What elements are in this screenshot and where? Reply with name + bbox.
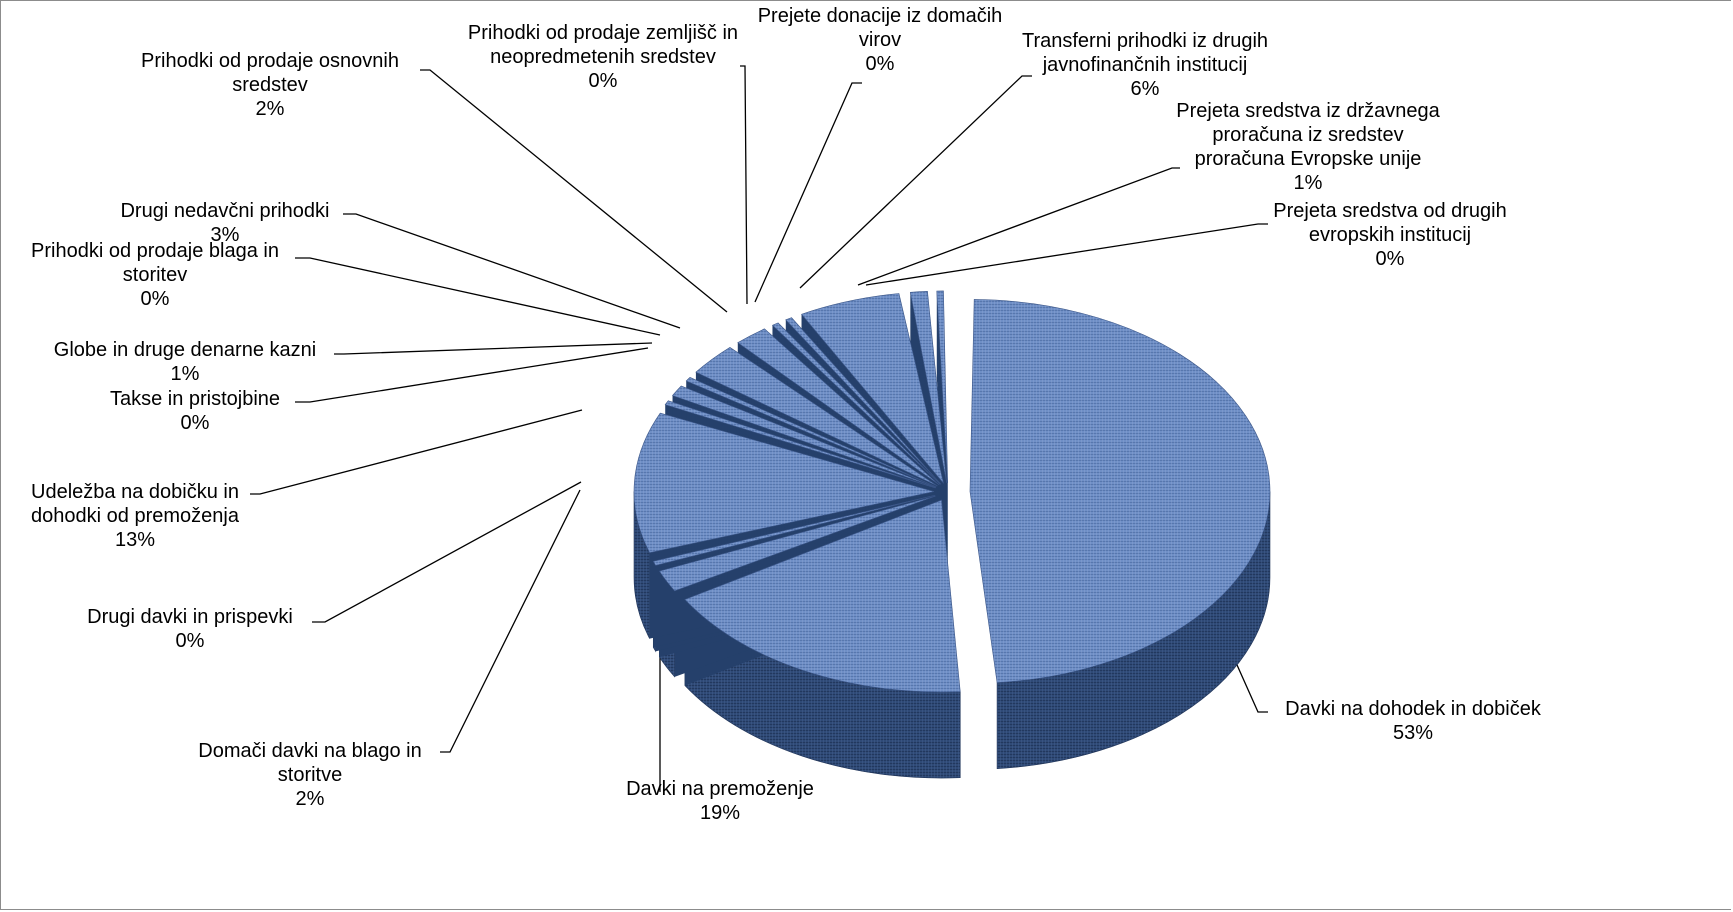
slice-label: Prihodki od prodaje zemljišč in neopredme… bbox=[468, 22, 738, 92]
pie-slice-4 bbox=[652, 494, 935, 566]
slice-label: Davki na premoženje 19% bbox=[626, 778, 814, 824]
leader-line bbox=[799, 75, 1032, 289]
pie-slice-13 bbox=[801, 293, 944, 484]
pie-slice-3 bbox=[658, 495, 936, 592]
pie-slice-14 bbox=[909, 291, 948, 483]
pie-slice-2 bbox=[684, 499, 961, 693]
pie-slice-6 bbox=[664, 400, 936, 489]
slice-label: Takse in pristojbine 0% bbox=[110, 388, 280, 434]
pie-slice-10 bbox=[737, 328, 940, 486]
pie-tops bbox=[633, 290, 1271, 693]
leader-lines bbox=[250, 65, 1268, 792]
slice-label: Udeležba na dobičku in dohodki od premože… bbox=[31, 481, 240, 551]
leader-line bbox=[250, 409, 583, 495]
leader-line bbox=[295, 257, 661, 336]
pie-slice-5 bbox=[633, 412, 935, 553]
leader-line bbox=[420, 69, 728, 313]
slice-label: Prihodki od prodaje osnovnih sredstev 2% bbox=[141, 50, 399, 120]
pie-slice-9 bbox=[695, 347, 938, 487]
slice-label: Domači davki na blago in storitve 2% bbox=[198, 740, 421, 810]
pie-slice-7 bbox=[672, 385, 937, 488]
pie-slice-8 bbox=[685, 377, 937, 488]
leader-line bbox=[343, 213, 681, 329]
leader-line bbox=[865, 223, 1268, 286]
slice-label: Transferni prihodki iz drugih javnofinanč… bbox=[1022, 30, 1268, 100]
leader-line bbox=[857, 167, 1180, 286]
slice-label: Prihodki od prodaje blaga in storitev 0% bbox=[31, 240, 279, 310]
leader-line bbox=[740, 65, 748, 305]
pie-slice-11 bbox=[771, 322, 941, 485]
leader-line bbox=[334, 342, 653, 355]
leader-line bbox=[440, 489, 581, 753]
slice-labels: Davki na dohodek in dobiček 53% Davki na p… bbox=[31, 5, 1542, 824]
leader-line bbox=[295, 347, 649, 403]
pie-slice-cut bbox=[936, 291, 948, 569]
slice-label: Prejeta sredstva iz državnega proračuna i… bbox=[1176, 100, 1440, 194]
pie-slice-15 bbox=[936, 290, 948, 483]
slice-label: Prejeta sredstva od drugih evropskih inst… bbox=[1273, 200, 1506, 270]
slice-label: Prejete donacije iz domačih virov 0% bbox=[758, 5, 1003, 75]
slice-label: Drugi davki in prispevki 0% bbox=[87, 606, 293, 652]
slice-label: Globe in druge denarne kazni 1% bbox=[54, 339, 316, 385]
slice-label: Drugi nedavčni prihodki 3% bbox=[120, 200, 329, 246]
slice-label: Davki na dohodek in dobiček 53% bbox=[1285, 698, 1542, 744]
leader-line bbox=[312, 481, 582, 623]
pie-slice-1 bbox=[969, 299, 1271, 683]
pie-slice-12 bbox=[785, 317, 942, 485]
leader-line bbox=[754, 82, 862, 303]
